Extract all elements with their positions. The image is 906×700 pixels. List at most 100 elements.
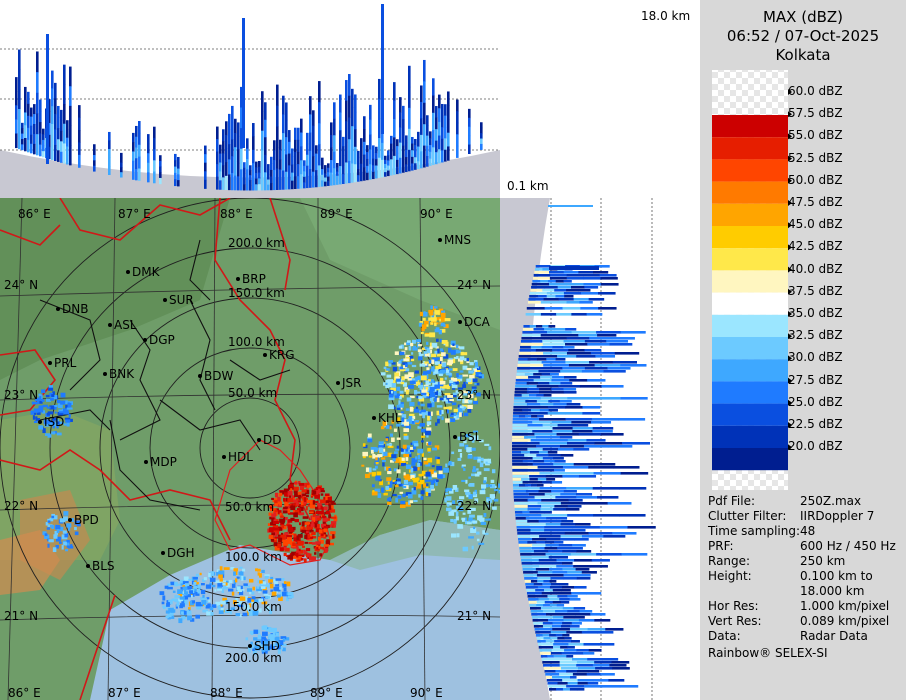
city-marker [86,564,90,568]
lon-label-top: 90° E [420,207,453,221]
city-label: KRG [269,348,295,362]
lon-label-bottom: 88° E [210,686,243,700]
scale-tick [788,155,792,162]
range-ring-label: 100.0 km [228,335,285,349]
scale-label: 20.0 dBZ [788,439,843,454]
range-ring-label: 150.0 km [228,286,285,300]
city-label: SUR [169,293,194,307]
info-key: Height: [708,569,752,583]
lat-label-right: 24° N [457,278,491,292]
city-label: ISD [44,415,64,429]
lon-label-top: 86° E [18,207,51,221]
scale-block [712,248,788,271]
info-value: Radar Data [800,629,868,643]
lon-label-top: 89° E [320,207,353,221]
city-label: HDL [228,450,253,464]
scale-label: 57.5 dBZ [788,106,843,121]
lat-label-left: 22° N [4,499,38,513]
scale-block [712,403,788,426]
scale-block [712,203,788,226]
range-ring-label: 150.0 km [225,600,282,614]
scale-block [712,115,788,138]
city-label: DGP [149,333,175,347]
city-marker [48,361,52,365]
scale-block [712,270,788,293]
lat-label-left: 23° N [4,388,38,402]
lon-label-bottom: 90° E [410,686,443,700]
lon-label-bottom: 86° E [8,686,41,700]
scale-tick [788,422,792,428]
city-marker [38,420,42,424]
city-marker [336,381,340,385]
info-key: Data: [708,629,741,643]
city-label: PRL [54,356,77,370]
info-value: IIRDoppler 7 [800,509,875,523]
scale-tick [788,111,792,118]
city-marker [143,338,147,342]
range-ring-label: 50.0 km [228,386,277,400]
city-label: BNK [109,367,135,381]
scale-tick [788,377,792,384]
scale-label: 45.0 dBZ [788,217,843,232]
city-label: BSL [459,430,482,444]
scale-tick [788,133,792,140]
city-label: BPD [74,513,99,527]
lon-label-top: 88° E [220,207,253,221]
scale-label: 40.0 dBZ [788,261,843,276]
footer-text: Rainbow® SELEX-SI [708,646,828,660]
scale-label: 32.5 dBZ [788,328,843,343]
legend-title: MAX (dBZ) 06:52 / 07-Oct-2025 Kolkata [700,8,906,65]
city-label: BRP [242,272,266,286]
scale-tick [788,399,792,406]
top-height-label: 18.0 km [641,9,691,23]
info-value: 1.000 km/pixel [800,599,890,613]
city-marker [163,298,167,302]
scale-tick [788,266,792,273]
city-marker [108,323,112,327]
scale-block [712,337,788,360]
datetime-label: 06:52 / 07-Oct-2025 [726,27,880,45]
color-scale [712,70,792,490]
city-marker [222,455,226,459]
info-key: PRF: [708,539,734,553]
scale-tick [788,444,792,451]
scale-label: 55.0 dBZ [788,128,843,143]
city-label: JSR [341,376,362,390]
scale-block [712,359,788,382]
scale-block [712,137,788,160]
scale-block [712,448,788,471]
info-value: 18.000 km [800,584,865,598]
scale-label: 50.0 dBZ [788,172,843,187]
scale-label: 35.0 dBZ [788,306,843,320]
product-title: MAX (dBZ) [762,8,844,26]
range-ring-label: 50.0 km [225,500,274,514]
city-marker [144,460,148,464]
scale-label: 30.0 dBZ [788,350,843,365]
lat-label-right: 21° N [457,609,491,623]
scale-block [712,425,788,448]
city-marker [248,644,252,648]
scale-block [712,159,788,182]
city-label: DGH [167,546,195,560]
city-label: ASL [114,318,137,332]
bottom-height-label: 0.1 km [507,179,549,193]
info-key: Clutter Filter: [708,509,787,523]
lat-label-left: 24° N [4,278,38,292]
city-label: SHD [254,639,280,653]
lon-label-top: 87° E [118,207,151,221]
scale-label: 25.0 dBZ [788,394,843,409]
city-marker [257,438,261,442]
info-key: Range: [708,554,751,568]
scale-tick [788,288,792,295]
scale-block [712,381,788,404]
scale-tick [788,222,792,229]
city-label: DNB [62,302,88,316]
scale-tick [788,355,792,362]
range-ring-label: 200.0 km [225,651,282,665]
scale-block [712,226,788,249]
city-marker [372,416,376,420]
city-label: MDP [150,455,177,469]
lat-label-right: 22° N [457,499,491,513]
scale-label: 52.5 dBZ [788,150,843,165]
range-ring-label: 200.0 km [228,236,285,250]
